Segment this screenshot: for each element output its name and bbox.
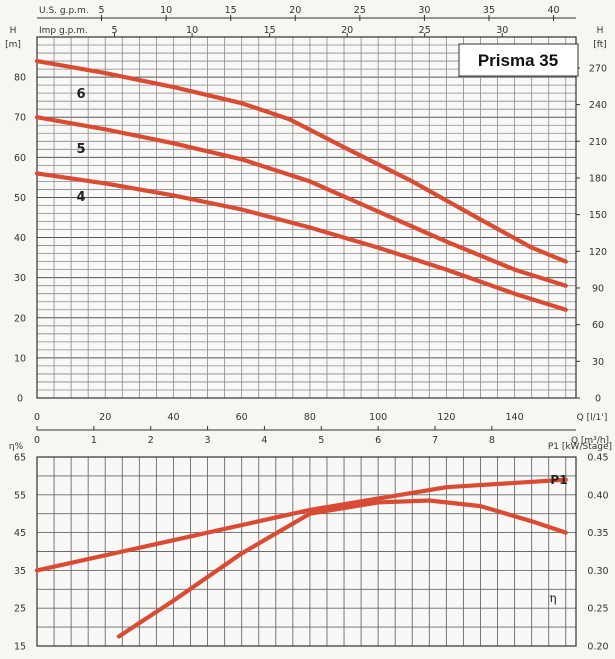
efficiency-curve	[116, 498, 568, 639]
ft-tick-label: 210	[589, 137, 607, 148]
usgpm-tick-label: 35	[483, 5, 495, 16]
x-m3h-tick-label: 4	[261, 435, 267, 446]
model-name: Prisma 35	[478, 51, 558, 70]
y-tick-label: 50	[14, 193, 26, 204]
usgpm-tick-label: 40	[547, 5, 559, 16]
y-tick-label: 0	[17, 394, 23, 405]
right-axis-unit: [ft]	[593, 40, 607, 50]
usgpm-tick-label: 20	[289, 5, 301, 16]
efficiency-curve-label: η	[549, 591, 556, 605]
x-lpm-tick-label: 60	[236, 412, 248, 423]
stage-label-5: 5	[76, 142, 85, 157]
p1-tick-label: 0.35	[587, 528, 608, 539]
plot-frame	[36, 36, 577, 399]
eta-tick-label: 45	[14, 528, 26, 539]
y-tick-label: 60	[14, 153, 26, 164]
x-m3h-tick-label: 5	[318, 435, 324, 446]
impgpm-tick-label: 10	[186, 25, 198, 36]
efficiency-plot-frame	[36, 456, 577, 647]
p1-tick-label: 0.45	[587, 453, 608, 464]
usgpm-tick-label: 30	[418, 5, 430, 16]
x-lpm-tick-label: 20	[99, 412, 111, 423]
left-axis-unit: [m]	[5, 40, 21, 50]
x-lpm-tick-label: 140	[506, 412, 524, 423]
y-tick-label: 40	[14, 233, 26, 244]
x-lpm-tick-label: 80	[304, 412, 316, 423]
impgpm-tick-label: 15	[264, 25, 276, 36]
impgpm-tick-label: 30	[496, 25, 508, 36]
p1-curve	[34, 477, 568, 573]
stage-curve-5	[34, 115, 568, 288]
impgpm-axis-title: Imp g.p.m.	[39, 26, 88, 36]
x-lpm-tick-label: 100	[369, 412, 387, 423]
x-m3h-tick-label: 6	[375, 435, 381, 446]
usgpm-tick-label: 10	[160, 5, 172, 16]
p1-tick-label: 0.20	[587, 642, 608, 653]
x-lpm-tick-label: 40	[167, 412, 179, 423]
stage-label-4: 4	[76, 190, 85, 205]
x-m3h-axis-title: Q [m³/h]	[571, 436, 609, 446]
x-lpm-axis-title: Q [l/1']	[577, 413, 608, 423]
eta-tick-label: 25	[14, 604, 26, 615]
ft-tick-label: 150	[589, 210, 607, 221]
p1-axis-title: P1 [kW/Stage]	[548, 442, 612, 452]
y-tick-label: 70	[14, 113, 26, 124]
x-m3h-tick-label: 2	[148, 435, 154, 446]
stage-curve-6	[34, 59, 568, 264]
ft-tick-label: 90	[592, 283, 604, 294]
eta-tick-label: 15	[14, 642, 26, 653]
left-axis-title: H	[10, 26, 17, 36]
x-m3h-tick-label: 3	[205, 435, 211, 446]
x-m3h-tick-label: 1	[91, 435, 97, 446]
eta-tick-label: 35	[14, 566, 26, 577]
usgpm-tick-label: 15	[225, 5, 237, 16]
x-m3h-tick-label: 0	[34, 435, 40, 446]
impgpm-tick-label: 20	[341, 25, 353, 36]
impgpm-tick-label: 25	[419, 25, 431, 36]
right-axis-title: H	[597, 26, 604, 36]
ft-tick-label: 60	[592, 320, 604, 331]
model-name-box	[458, 43, 579, 77]
eta-tick-label: 55	[14, 490, 26, 501]
ft-tick-label: 240	[589, 100, 607, 111]
y-tick-label: 20	[14, 313, 26, 324]
usgpm-tick-label: 5	[99, 5, 105, 16]
plot-area	[37, 37, 576, 398]
stage-label-6: 6	[76, 87, 85, 102]
eta-tick-label: 65	[14, 453, 26, 464]
x-lpm-tick-label: 120	[437, 412, 455, 423]
x-lpm-tick-label: 0	[34, 412, 40, 423]
ft-tick-label: 270	[589, 63, 607, 74]
x-m3h-tick-label: 8	[489, 435, 495, 446]
ft-tick-label: 30	[592, 357, 604, 368]
p1-tick-label: 0.40	[587, 490, 608, 501]
usgpm-axis-title: U.S. g.p.m.	[39, 6, 89, 16]
p1-tick-label: 0.30	[587, 566, 608, 577]
impgpm-tick-label: 5	[112, 25, 118, 36]
ft-tick-label: 0	[595, 394, 601, 405]
efficiency-power-panel: η% P1 [kW/Stage] 15 25 35 45 55 65 0.20 0.25 0.30 0…	[9, 442, 612, 653]
stage-curve-4	[34, 171, 568, 312]
usgpm-tick-label: 25	[354, 5, 366, 16]
p1-tick-label: 0.25	[587, 604, 608, 615]
p1-curve-label: P1	[550, 473, 567, 487]
ft-tick-label: 180	[589, 173, 607, 184]
y-tick-label: 10	[14, 353, 26, 364]
ft-tick-label: 120	[589, 247, 607, 258]
y-tick-label: 80	[14, 73, 26, 84]
eta-axis-title: η%	[9, 442, 24, 452]
y-tick-label: 30	[14, 273, 26, 284]
x-m3h-tick-label: 7	[432, 435, 438, 446]
